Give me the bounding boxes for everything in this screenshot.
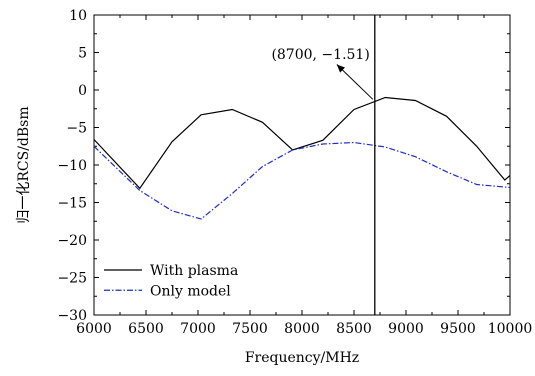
y-tick-label: 5 [78,46,87,62]
x-tick-label: 6000 [76,321,112,337]
y-tick-label: −25 [57,271,87,287]
x-tick-label: 6500 [128,321,164,337]
annotation: (8700, −1.51) [271,47,374,100]
y-tick-label: −10 [57,158,87,174]
x-tick-label: 8000 [284,321,320,337]
x-axis-title: Frequency/MHz [245,350,359,366]
series-layer [93,96,511,220]
y-tick-label: −5 [66,121,87,137]
ticks [93,14,511,316]
legend: With plasma Only model [104,263,238,299]
x-tick-label: 8500 [336,321,372,337]
y-axis-title: 归一化RCS/dBsm [15,106,32,223]
annotation-arrowhead [336,64,345,73]
legend-entry-with-plasma: With plasma [150,263,238,279]
x-tick-label: 10000 [488,321,533,337]
y-tick-label: −15 [57,196,87,212]
y-tick-label: −20 [57,233,87,249]
x-tick-label: 9500 [440,321,476,337]
series-line-0 [93,96,511,190]
x-tick-label: 9000 [388,321,424,337]
annotation-label: (8700, −1.51) [271,47,369,63]
series-line-1 [93,141,511,220]
y-tick-label: 0 [78,83,87,99]
y-tick-label: 10 [69,8,87,24]
annotation-arrow [336,64,374,100]
x-tick-label: 7000 [180,321,216,337]
tick-labels: 6000 6500 7000 7500 8000 8500 9000 9500 10000 −30… [57,8,532,337]
legend-entry-only-model: Only model [150,283,231,299]
y-tick-label: −30 [57,308,87,324]
x-tick-label: 7500 [232,321,268,337]
